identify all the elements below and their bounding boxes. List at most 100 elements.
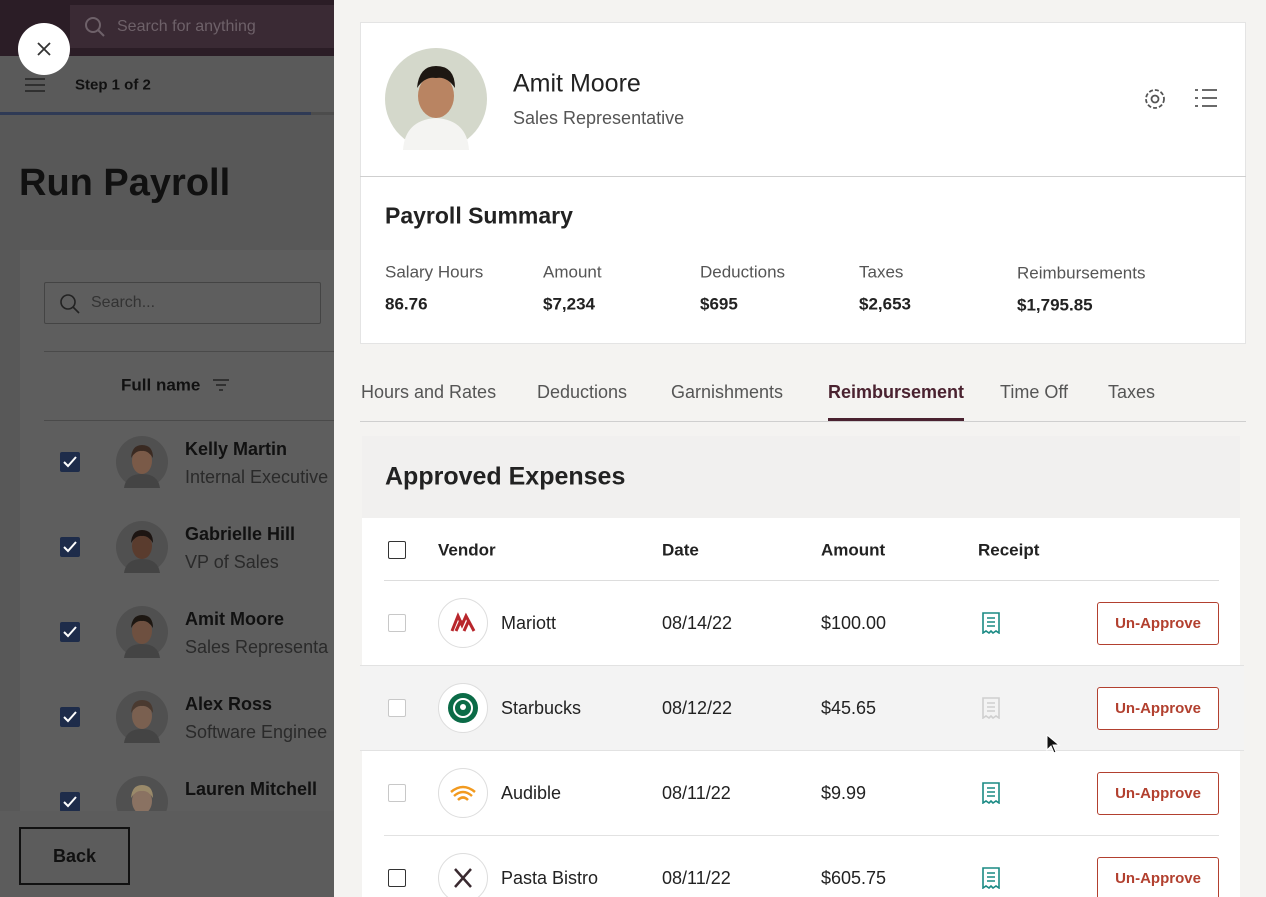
column-header: Vendor (438, 540, 496, 560)
row-highlight (360, 666, 1244, 751)
unapprove-button[interactable]: Un-Approve (1097, 687, 1219, 730)
cursor (1046, 734, 1061, 754)
employee-avatar (116, 606, 168, 658)
divider (44, 420, 334, 421)
list-search[interactable] (44, 282, 321, 324)
employee-avatar (116, 691, 168, 743)
employee-name: Lauren Mitchell (185, 779, 318, 799)
summary-label: Amount (543, 262, 602, 282)
employee-checkbox[interactable] (60, 792, 80, 812)
unapprove-button[interactable]: Un-Approve (1097, 602, 1219, 645)
row-checkbox[interactable] (388, 784, 406, 802)
unapprove-button[interactable]: Un-Approve (1097, 772, 1219, 815)
footer-bar (0, 811, 334, 897)
summary-value: $1,795.85 (1017, 295, 1093, 315)
vendor-name: Starbucks (501, 698, 582, 718)
expense-amount: $45.65 (821, 698, 877, 718)
column-header: Receipt (978, 540, 1040, 560)
employee-checkbox[interactable] (60, 622, 80, 642)
vendor-logo (438, 598, 488, 648)
profile-avatar (385, 48, 487, 150)
summary-label: Reimbursements (1017, 263, 1146, 283)
tab[interactable]: Deductions (537, 382, 628, 402)
list-icon[interactable] (1195, 88, 1217, 110)
row-checkbox[interactable] (388, 869, 406, 887)
progress-fill (0, 112, 311, 115)
tab[interactable]: Time Off (1000, 382, 1069, 402)
employee-checkbox[interactable] (60, 707, 80, 727)
summary-value: 86.76 (385, 294, 428, 314)
expense-date: 08/12/22 (662, 698, 733, 718)
column-header: Amount (821, 540, 886, 560)
expense-amount: $100.00 (821, 613, 887, 633)
search-icon (60, 294, 80, 314)
expense-amount: $605.75 (821, 868, 887, 888)
profile-title: Sales Representative (513, 108, 685, 128)
row-checkbox[interactable] (388, 614, 406, 632)
employee-avatar (116, 521, 168, 573)
employee-checkbox[interactable] (60, 537, 80, 557)
receipt-icon[interactable] (982, 782, 1000, 805)
menu-icon[interactable] (25, 78, 47, 92)
expense-date: 08/14/22 (662, 613, 733, 633)
vendor-logo (438, 853, 488, 897)
profile-name: Amit Moore (513, 69, 641, 98)
summary-card (360, 22, 1246, 344)
page-title: Run Payroll (19, 162, 231, 204)
tab[interactable]: Reimbursement (828, 382, 965, 402)
summary-label: Salary Hours (385, 262, 484, 282)
vendor-name: Pasta Bistro (501, 868, 599, 888)
tab-divider (360, 421, 1246, 422)
back-button[interactable]: Back (19, 827, 130, 885)
expense-amount: $9.99 (821, 783, 867, 803)
tab[interactable]: Hours and Rates (361, 382, 497, 402)
step-label: Step 1 of 2 (75, 76, 151, 94)
expenses-title: Approved Expenses (385, 462, 626, 491)
vendor-logo (438, 768, 488, 818)
divider (44, 351, 334, 352)
row-checkbox[interactable] (388, 699, 406, 717)
close-button[interactable] (18, 23, 70, 75)
employee-title: Sales Representa (185, 637, 329, 657)
expense-date: 08/11/22 (662, 868, 731, 888)
list-search-placeholder: Search... (91, 294, 156, 311)
vendor-logo (438, 683, 488, 733)
summary-title: Payroll Summary (385, 202, 573, 229)
column-header[interactable]: Full name (121, 375, 201, 395)
employee-name: Kelly Martin (185, 439, 288, 459)
divider (360, 176, 1246, 177)
vendor-name: Mariott (501, 613, 557, 633)
filter-icon[interactable] (213, 379, 229, 391)
employee-title: Internal Executive (185, 467, 329, 487)
employee-avatar (116, 436, 168, 488)
settings-icon[interactable] (1142, 86, 1168, 112)
tab[interactable]: Garnishments (671, 382, 784, 402)
background-page: Search for anything Step 1 of 2 Run Payr… (0, 0, 334, 897)
employee-name: Gabrielle Hill (185, 524, 296, 544)
expense-date: 08/11/22 (662, 783, 731, 803)
expenses-header (362, 436, 1240, 518)
receipt-icon (982, 697, 1000, 720)
divider (360, 750, 1244, 751)
search-bar[interactable] (70, 5, 334, 48)
tab[interactable]: Taxes (1108, 382, 1156, 402)
tab-underline (828, 418, 964, 421)
column-header: Date (662, 540, 699, 560)
summary-label: Deductions (700, 262, 786, 282)
employee-checkbox[interactable] (60, 452, 80, 472)
employee-title: VP of Sales (185, 552, 279, 572)
summary-label: Taxes (859, 262, 904, 282)
unapprove-button[interactable]: Un-Approve (1097, 857, 1219, 897)
divider (360, 665, 1244, 666)
summary-value: $7,234 (543, 294, 595, 314)
summary-value: $695 (700, 294, 738, 314)
employee-name: Amit Moore (185, 609, 284, 629)
receipt-icon[interactable] (982, 612, 1000, 635)
divider (384, 580, 1219, 581)
employee-panel: Amit Moore Sales Representative Payroll … (334, 0, 1266, 897)
receipt-icon[interactable] (982, 867, 1000, 890)
search-placeholder: Search for anything (117, 18, 256, 35)
employee-title: Software Enginee (185, 722, 328, 742)
select-all-checkbox[interactable] (388, 541, 406, 559)
